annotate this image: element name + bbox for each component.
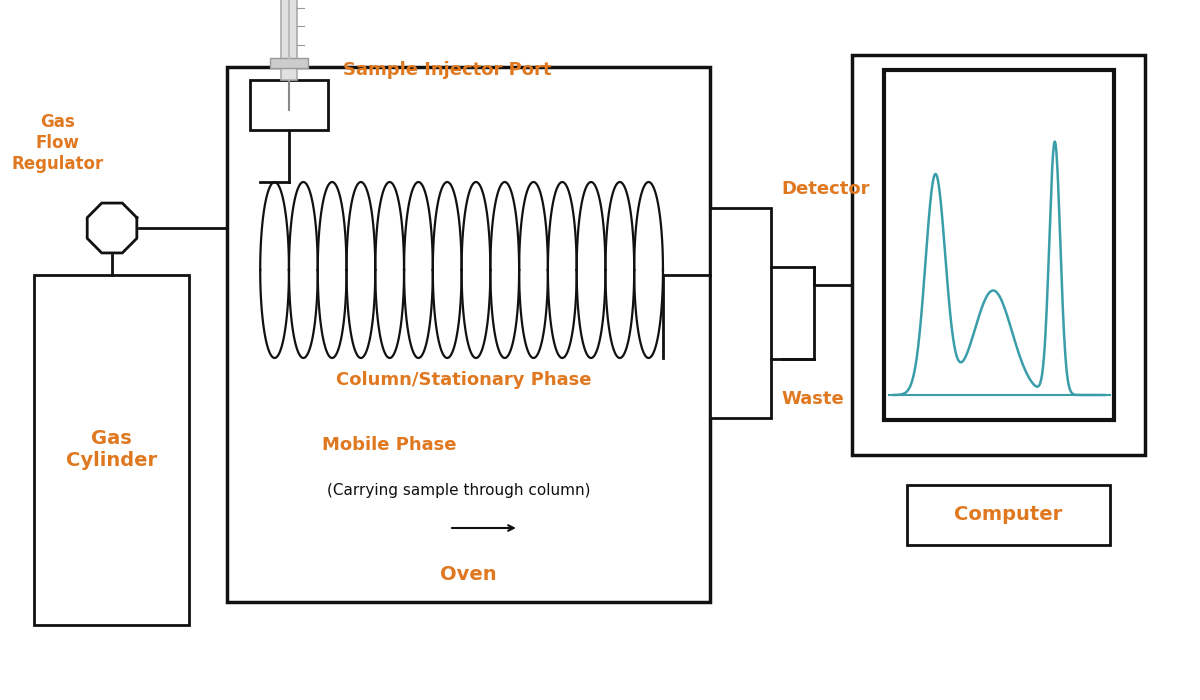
Polygon shape: [88, 203, 137, 253]
Text: Gas
Flow
Regulator: Gas Flow Regulator: [11, 113, 103, 173]
FancyBboxPatch shape: [270, 58, 308, 68]
FancyBboxPatch shape: [883, 70, 1115, 420]
FancyBboxPatch shape: [35, 275, 188, 625]
Text: Detector: Detector: [781, 180, 870, 198]
Text: Column/Stationary Phase: Column/Stationary Phase: [336, 371, 592, 389]
Text: Oven: Oven: [440, 564, 497, 584]
FancyBboxPatch shape: [852, 55, 1145, 455]
FancyBboxPatch shape: [251, 80, 328, 130]
Text: (Carrying sample through column): (Carrying sample through column): [328, 482, 590, 498]
FancyBboxPatch shape: [281, 0, 296, 80]
Text: Waste: Waste: [781, 390, 844, 408]
Text: Sample Injector Port: Sample Injector Port: [343, 61, 551, 79]
FancyBboxPatch shape: [907, 485, 1110, 545]
FancyBboxPatch shape: [227, 67, 709, 602]
FancyBboxPatch shape: [709, 208, 772, 418]
Text: Gas
Cylinder: Gas Cylinder: [66, 430, 157, 470]
Text: Computer: Computer: [954, 505, 1063, 524]
Text: Mobile Phase: Mobile Phase: [323, 436, 457, 454]
